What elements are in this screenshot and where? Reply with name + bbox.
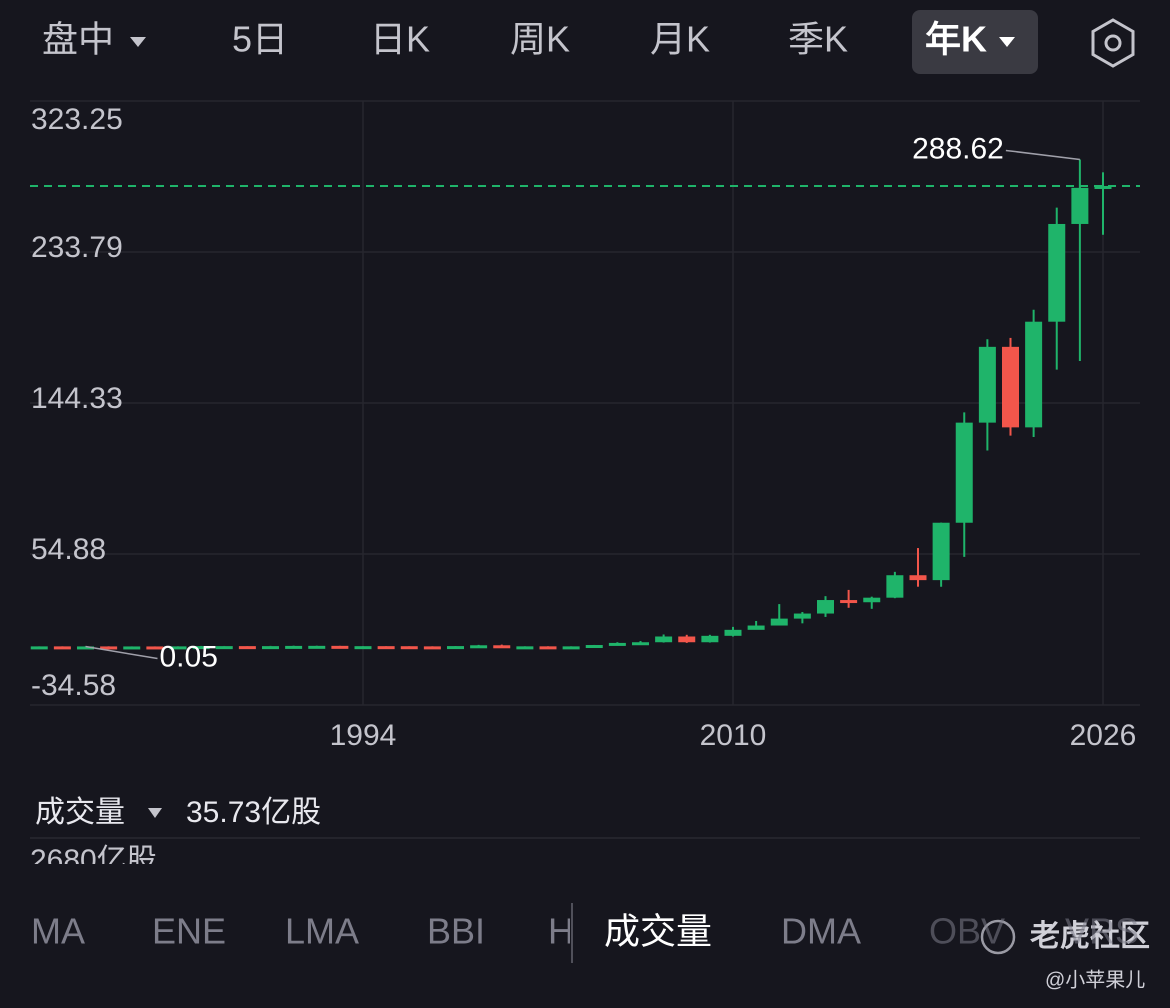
tab[interactable]: 周K [510,19,570,60]
candle-body [978,346,996,423]
candle-body [100,646,118,650]
candle-body [562,646,580,650]
watermark-author: @小苹果儿 [1045,968,1145,991]
volume-axis-label: 2680亿股 [30,844,157,877]
y-tick-label: 233.79 [31,231,123,264]
candle-body [793,613,811,619]
candle-body [30,646,48,650]
candle-body [840,600,858,604]
candle-body [1094,185,1112,189]
dropdown-arrow[interactable] [148,808,162,818]
candle-body [1002,346,1019,428]
indicator-tab[interactable]: ENE [152,911,226,952]
chart: 323.25 233.79 144.33 54.88 -34.58 1994 2010 202… [30,100,1140,752]
candle-body [354,646,372,650]
candle-body [77,646,94,650]
tab[interactable]: 月K [650,19,710,60]
indicator-tab[interactable]: OBV [929,911,1005,952]
candle-body [955,422,973,523]
candle-body [308,645,326,649]
candle-body [423,646,441,650]
watermark: 老虎社区 @小苹果儿 [980,919,1150,991]
candle-body [770,618,788,626]
indicator-tab[interactable]: BBI [427,911,485,952]
y-tick-label: 323.25 [31,103,123,136]
candle-body [493,645,511,649]
max-annotation: 288.62 [912,132,1004,165]
indicator-tab[interactable]: LMA [285,911,359,952]
candle-body [285,645,303,649]
candle-body [724,629,742,636]
candle-body [169,646,187,650]
x-tick-label: 2026 [1070,719,1137,752]
watermark-brand: 老虎社区 [1030,920,1150,953]
tab[interactable]: 年K [925,19,987,60]
indicator-tab[interactable]: 成交量 [604,911,712,952]
candle-body [447,646,464,650]
dropdown-arrow[interactable] [130,37,146,47]
candle-body [747,625,765,630]
candle-body [585,645,603,649]
candle-body [655,636,673,643]
dropdown-arrow[interactable] [999,37,1015,47]
candle-body [215,646,233,650]
candle-body [678,636,696,643]
tab[interactable]: 季K [788,19,848,60]
candle-body [146,646,164,650]
candle-body [701,635,719,643]
tab[interactable]: 盘中 [42,19,114,60]
candle-body [400,646,418,650]
candle-body [262,646,279,650]
volume-label[interactable]: 成交量 [35,796,125,829]
candle-body [516,646,534,650]
candle-body [632,642,649,646]
candle-body [377,646,395,650]
candle-body [539,646,557,650]
indicator-tab[interactable]: H [548,911,574,952]
candle-body [608,642,626,646]
volume-value: 35.73亿股 [186,796,321,829]
y-tick-label: 144.33 [31,382,123,415]
candle-body [886,575,904,598]
candle-body [192,646,210,650]
candle-body [238,646,256,650]
settings-icon[interactable] [1091,18,1135,68]
indicator-tab[interactable]: VRS [1065,911,1139,952]
candle-body [863,597,881,603]
candle-body [1071,187,1089,224]
tab[interactable]: 5日 [232,19,288,60]
candle-body [123,646,141,650]
candle-body [817,600,834,614]
y-tick-label: 54.88 [31,533,106,566]
candle-body [909,575,927,581]
tab[interactable]: 日K [370,19,430,60]
candle-body [470,645,488,649]
min-annotation: 0.05 [160,640,218,673]
indicator-tab[interactable]: DMA [781,911,861,952]
x-tick-label: 2010 [700,719,767,752]
indicator-tab[interactable]: MA [31,911,85,952]
x-tick-label: 1994 [330,719,397,752]
annotation-leader [85,645,158,660]
candle-body [932,522,950,581]
candle-body [1048,223,1066,322]
y-tick-label: -34.58 [31,669,116,702]
annotation-leader [1005,149,1080,161]
candle-body [53,646,71,650]
candle-body [1025,321,1043,428]
selected-tab-bg [912,10,1038,74]
candle-body [331,645,349,649]
